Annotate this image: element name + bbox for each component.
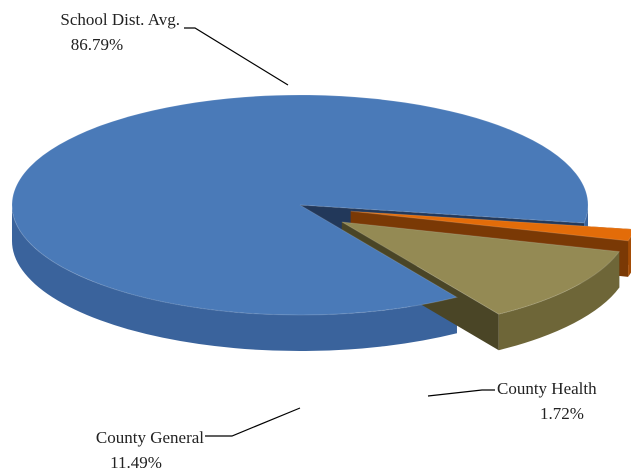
slice-label-health: County Health (497, 379, 597, 398)
leader-line-health (427, 389, 495, 397)
slice-county-health (350, 210, 631, 242)
label-general: County General 11.49% (96, 428, 204, 472)
slice-value-general: 11.49% (110, 453, 162, 472)
label-school: School Dist. Avg. 86.79% (60, 10, 180, 54)
slice-value-school: 86.79% (71, 35, 123, 54)
slice-side-county-health-0 (628, 236, 631, 277)
slice-county-general (341, 221, 621, 315)
slice-label-school: School Dist. Avg. (60, 10, 180, 29)
slice-side-county-general-0 (498, 251, 620, 351)
leader-line-general (205, 407, 301, 437)
slice-value-health: 1.72% (540, 404, 584, 423)
slice-label-general: County General (96, 428, 204, 447)
leader-lines (184, 27, 495, 437)
leader-line-school (184, 27, 289, 86)
label-health: County Health 1.72% (497, 379, 597, 423)
slice-school-dist-avg (11, 94, 589, 316)
slice-side-school-dist-avg-0 (12, 205, 457, 351)
pie-tops (11, 94, 631, 316)
